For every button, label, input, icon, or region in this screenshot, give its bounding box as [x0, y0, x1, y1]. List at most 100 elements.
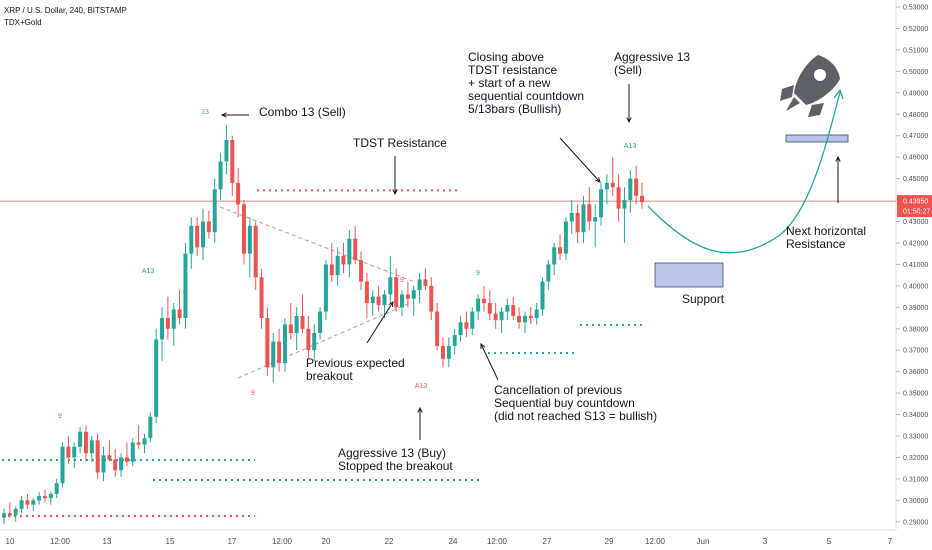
x-tick-label: 22: [385, 537, 394, 546]
x-tick-label: 27: [543, 537, 552, 546]
candle-body: [616, 187, 621, 209]
candle-body: [440, 345, 445, 359]
candle-body: [142, 438, 147, 445]
candle-body: [124, 457, 129, 462]
candle-body: [563, 221, 568, 254]
y-tick-label: 0.47000: [903, 133, 928, 140]
y-tick-label: 0.50000: [903, 69, 928, 76]
candle-body: [359, 260, 364, 282]
candle-body: [60, 446, 65, 484]
candle-body: [546, 264, 551, 282]
candle-body: [435, 311, 440, 346]
candle-body: [259, 277, 264, 319]
y-tick-label: 0.41000: [903, 262, 928, 269]
candle-body: [13, 508, 18, 516]
x-tick-label: 12:00: [487, 537, 508, 546]
arrow-icon: [392, 156, 398, 196]
x-tick-label: 12:00: [50, 537, 71, 546]
candle-body: [201, 221, 206, 248]
candle-body: [42, 496, 47, 499]
candle-body: [247, 225, 252, 254]
projection-curve: [647, 91, 841, 254]
x-tick-label: 5: [827, 537, 832, 546]
last-price-label: 0.43950: [903, 199, 928, 206]
y-tick-label: 0.38000: [903, 326, 928, 333]
candle-body: [78, 431, 83, 447]
count-marker: 9: [400, 277, 404, 284]
candle-body: [593, 217, 598, 222]
candle-body: [189, 225, 194, 254]
candle-body: [622, 200, 627, 209]
y-tick-label: 0.40000: [903, 283, 928, 290]
annotation-combo: Combo 13 (Sell): [259, 105, 346, 119]
candle-body: [282, 324, 287, 364]
candle-body: [405, 294, 410, 299]
x-tick-label: 15: [166, 537, 175, 546]
candle-body: [481, 298, 486, 304]
count-marker: 9: [476, 270, 480, 277]
rocket-window: [814, 69, 826, 81]
annotation-tdst: TDST Resistance: [353, 136, 447, 150]
candle-body: [312, 333, 317, 351]
candle-body: [499, 311, 504, 321]
candle-body: [130, 442, 135, 462]
candle-body: [329, 264, 334, 276]
annotation-prev-breakout: Previous expected breakout: [306, 356, 405, 383]
candle-body: [318, 311, 323, 334]
candle-body: [558, 247, 563, 254]
candle-body: [587, 204, 592, 222]
candle-body: [487, 303, 492, 314]
candle-body: [195, 225, 200, 248]
candle-body: [212, 189, 217, 233]
candle-body: [154, 339, 159, 417]
candle-body: [505, 305, 510, 312]
candle-body: [95, 440, 100, 473]
candle-body: [119, 457, 124, 471]
y-tick-label: 0.53000: [903, 5, 928, 12]
candle-body: [452, 335, 457, 346]
arrow-head: [417, 406, 423, 413]
support-zone-box: [654, 262, 724, 288]
annotation-closing: Closing above TDST resistance + start of…: [468, 50, 585, 116]
candle-body: [581, 204, 586, 233]
candle-body: [540, 281, 545, 310]
candle-body: [347, 238, 352, 265]
arrow-head: [595, 177, 601, 183]
count-marker: 9: [58, 413, 62, 420]
candle-body: [323, 264, 328, 312]
projection-arrowhead: [833, 88, 844, 100]
indicator-label[interactable]: TDX+Gold: [4, 18, 42, 27]
y-tick-label: 0.48000: [903, 112, 928, 119]
candle-body: [534, 309, 539, 319]
x-tick-label: 3: [763, 537, 768, 546]
y-tick-label: 0.35000: [903, 391, 928, 398]
x-tick-label: Jun: [697, 537, 710, 546]
annotation-support: Support: [682, 292, 725, 306]
resistance-zone-box: [785, 134, 849, 143]
candle-body: [364, 281, 369, 304]
candle-body: [265, 318, 270, 368]
x-tick-label: 12:00: [272, 537, 293, 546]
y-tick-label: 0.29000: [903, 519, 928, 526]
count-marker: 13: [201, 109, 209, 116]
rocket-flame: [786, 97, 800, 111]
y-tick-label: 0.36000: [903, 369, 928, 376]
candle-body: [165, 318, 170, 329]
x-tick-label: 17: [228, 537, 237, 546]
candle-body: [218, 161, 223, 190]
candle-body: [464, 322, 469, 329]
chart-symbol-title: XRP / U.S. Dollar, 240, BITSTAMP: [4, 6, 127, 15]
arrow-icon: [220, 112, 249, 118]
count-marker: 9: [251, 390, 255, 397]
candle-body: [382, 294, 387, 306]
candle-body: [493, 313, 498, 321]
arrow-head: [480, 342, 486, 350]
candle-body: [599, 189, 604, 218]
candle-body: [2, 513, 6, 518]
candle-body: [610, 182, 615, 188]
candle-body: [271, 341, 276, 368]
candle-body: [429, 285, 434, 312]
candle-body: [394, 277, 399, 308]
y-tick-label: 0.39000: [903, 305, 928, 312]
